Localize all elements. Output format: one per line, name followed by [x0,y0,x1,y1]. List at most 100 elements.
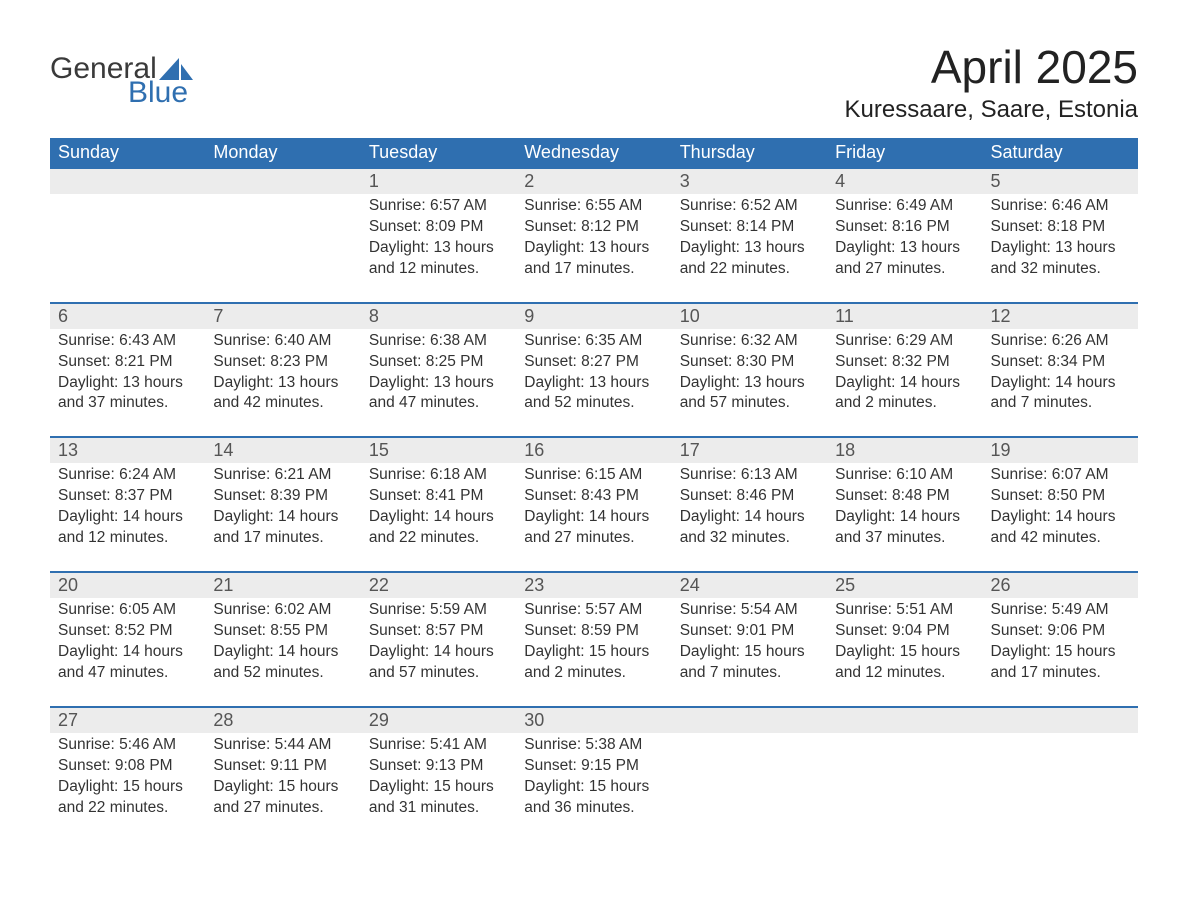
calendar-cell: 14Sunrise: 6:21 AMSunset: 8:39 PMDayligh… [205,438,360,557]
calendar-cell: 18Sunrise: 6:10 AMSunset: 8:48 PMDayligh… [827,438,982,557]
calendar-cell: 12Sunrise: 6:26 AMSunset: 8:34 PMDayligh… [983,304,1138,423]
sunset-line: Sunset: 8:16 PM [835,218,950,235]
day-number: 10 [672,304,827,329]
calendar-cell: 29Sunrise: 5:41 AMSunset: 9:13 PMDayligh… [361,708,516,827]
sunset-line: Sunset: 8:27 PM [524,353,639,370]
calendar-cell: 22Sunrise: 5:59 AMSunset: 8:57 PMDayligh… [361,573,516,692]
day-number: 23 [516,573,671,598]
day-of-week-label: Monday [205,138,360,169]
sunrise-line: Sunrise: 5:51 AM [835,601,953,618]
day-number: 13 [50,438,205,463]
sunrise-line: Sunrise: 6:18 AM [369,466,487,483]
daylight-line: Daylight: 13 hours and 52 minutes. [524,374,649,412]
sunrise-line: Sunrise: 5:54 AM [680,601,798,618]
sunset-line: Sunset: 8:09 PM [369,218,484,235]
day-detail: Sunrise: 5:49 AM Sunset: 9:06 PM Daylight:… [983,598,1138,684]
sunset-line: Sunset: 8:12 PM [524,218,639,235]
sunset-line: Sunset: 8:55 PM [213,622,328,639]
day-detail: Sunrise: 6:24 AM Sunset: 8:37 PM Daylight:… [50,463,205,549]
sunset-line: Sunset: 8:39 PM [213,487,328,504]
sunset-line: Sunset: 9:06 PM [991,622,1106,639]
day-detail: Sunrise: 6:05 AMSunset: 8:52 PMDaylight:… [50,598,205,684]
daylight-line: Daylight: 15 hours and 12 minutes. [835,643,960,681]
sunrise-line: Sunrise: 6:13 AM [680,466,798,483]
calendar-cell [827,708,982,827]
day-of-week-header: SundayMondayTuesdayWednesdayThursdayFrid… [50,138,1138,169]
calendar-week-row: 13 Sunrise: 6:24 AM Sunset: 8:37 PM Dayligh… [50,436,1138,557]
daylight-line: Daylight: 15 hours and 17 minutes. [991,643,1116,681]
logo: General Blue [50,40,193,108]
day-number [983,708,1138,733]
daylight-line: Daylight: 13 hours and 47 minutes. [369,374,494,412]
sunrise-line: Sunrise: 5:41 AM [369,736,487,753]
calendar-cell: 23Sunrise: 5:57 AMSunset: 8:59 PMDayligh… [516,573,671,692]
sunrise-line: Sunrise: 6:07 AM [991,466,1109,483]
logo-word-2: Blue [50,78,193,108]
day-detail: Sunrise: 6:21 AMSunset: 8:39 PMDaylight:… [205,463,360,549]
day-number: 11 [827,304,982,329]
day-of-week-label: Wednesday [516,138,671,169]
daylight-line: Daylight: 13 hours and 12 minutes. [369,239,494,277]
day-detail: Sunrise: 5:54 AMSunset: 9:01 PMDaylight:… [672,598,827,684]
day-detail: Sunrise: 6:40 AMSunset: 8:23 PMDaylight:… [205,329,360,415]
sunrise-line: Sunrise: 6:57 AM [369,197,487,214]
daylight-line: Daylight: 14 hours and 17 minutes. [213,508,338,546]
daylight-line: Daylight: 14 hours and 47 minutes. [58,643,183,681]
calendar-cell: 7Sunrise: 6:40 AMSunset: 8:23 PMDaylight… [205,304,360,423]
sunrise-line: Sunrise: 6:24 AM [58,466,176,483]
sunset-line: Sunset: 8:21 PM [58,353,173,370]
day-number: 20 [50,573,205,598]
day-detail: Sunrise: 5:51 AMSunset: 9:04 PMDaylight:… [827,598,982,684]
sunset-line: Sunset: 9:13 PM [369,757,484,774]
sunrise-line: Sunrise: 6:29 AM [835,332,953,349]
calendar-week-row: 6Sunrise: 6:43 AMSunset: 8:21 PMDaylight… [50,302,1138,423]
daylight-line: Daylight: 14 hours and 57 minutes. [369,643,494,681]
calendar-cell: 8 Sunrise: 6:38 AM Sunset: 8:25 PM Daylight… [361,304,516,423]
day-number: 2 [516,169,671,194]
day-number: 16 [516,438,671,463]
day-detail: Sunrise: 6:18 AMSunset: 8:41 PMDaylight:… [361,463,516,549]
sunrise-line: Sunrise: 6:55 AM [524,197,642,214]
sunrise-line: Sunrise: 6:40 AM [213,332,331,349]
daylight-line: Daylight: 14 hours and 52 minutes. [213,643,338,681]
daylight-line: Daylight: 15 hours and 2 minutes. [524,643,649,681]
day-detail: Sunrise: 5:46 AMSunset: 9:08 PMDaylight:… [50,733,205,819]
daylight-line: Daylight: 15 hours and 36 minutes. [524,778,649,816]
day-number [50,169,205,194]
day-detail: Sunrise: 6:02 AMSunset: 8:55 PMDaylight:… [205,598,360,684]
calendar-cell: 21Sunrise: 6:02 AMSunset: 8:55 PMDayligh… [205,573,360,692]
day-detail: Sunrise: 6:26 AMSunset: 8:34 PMDaylight:… [983,329,1138,415]
calendar-cell: 16Sunrise: 6:15 AMSunset: 8:43 PMDayligh… [516,438,671,557]
day-of-week-label: Thursday [672,138,827,169]
sunrise-line: Sunrise: 6:26 AM [991,332,1109,349]
sunset-line: Sunset: 8:37 PM [58,487,173,504]
sunset-line: Sunset: 8:57 PM [369,622,484,639]
daylight-line: Daylight: 14 hours and 12 minutes. [58,508,183,546]
calendar-cell: 9Sunrise: 6:35 AMSunset: 8:27 PMDaylight… [516,304,671,423]
day-number: 8 [361,304,516,329]
day-number: 19 [983,438,1138,463]
calendar-cell: 3Sunrise: 6:52 AMSunset: 8:14 PMDaylight… [672,169,827,288]
daylight-line: Daylight: 14 hours and 7 minutes. [991,374,1116,412]
sunrise-line: Sunrise: 6:38 AM [369,332,487,349]
sunset-line: Sunset: 8:59 PM [524,622,639,639]
sunrise-line: Sunrise: 6:52 AM [680,197,798,214]
day-detail: Sunrise: 5:44 AMSunset: 9:11 PMDaylight:… [205,733,360,819]
day-of-week-label: Sunday [50,138,205,169]
sunrise-line: Sunrise: 5:49 AM [991,601,1109,618]
sunset-line: Sunset: 8:30 PM [680,353,795,370]
day-number: 22 [361,573,516,598]
day-detail: Sunrise: 6:07 AMSunset: 8:50 PMDaylight:… [983,463,1138,549]
sunrise-line: Sunrise: 6:15 AM [524,466,642,483]
sunset-line: Sunset: 8:25 PM [369,353,484,370]
sunrise-line: Sunrise: 5:38 AM [524,736,642,753]
day-detail: Sunrise: 6:55 AMSunset: 8:12 PMDaylight:… [516,194,671,280]
day-detail: Sunrise: 6:10 AMSunset: 8:48 PMDaylight:… [827,463,982,549]
calendar-grid: SundayMondayTuesdayWednesdayThursdayFrid… [50,138,1138,826]
calendar-cell: 4Sunrise: 6:49 AMSunset: 8:16 PMDaylight… [827,169,982,288]
calendar-cell: 27Sunrise: 5:46 AMSunset: 9:08 PMDayligh… [50,708,205,827]
sunset-line: Sunset: 8:50 PM [991,487,1106,504]
calendar-cell [672,708,827,827]
day-number [205,169,360,194]
day-number: 30 [516,708,671,733]
